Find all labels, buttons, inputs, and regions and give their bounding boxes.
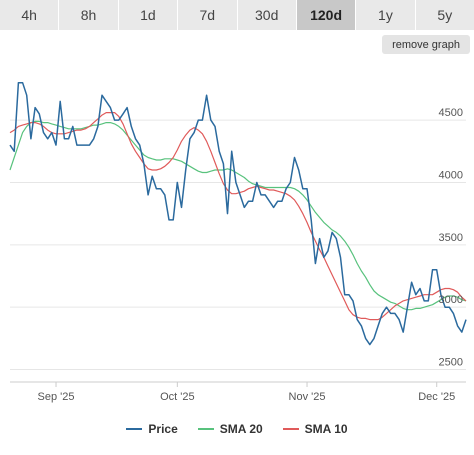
legend-item-price[interactable]: Price — [126, 422, 178, 436]
x-tick-label: Sep '25 — [38, 391, 75, 403]
chart-legend: Price SMA 20 SMA 10 — [0, 418, 474, 440]
tab-1y[interactable]: 1y — [356, 0, 416, 30]
legend-label-sma-10: SMA 10 — [304, 422, 348, 436]
tab-30d[interactable]: 30d — [237, 0, 297, 30]
series-line-price — [9, 81, 467, 346]
legend-label-sma-20: SMA 20 — [219, 422, 263, 436]
series-line-sma-10 — [9, 112, 467, 321]
legend-swatch-sma-20 — [197, 428, 214, 430]
tab-8h[interactable]: 8h — [59, 0, 119, 30]
price-chart: 2500 3000 3500 4000 4500 Sep '25 Oct '25 Nov '2… — [9, 81, 467, 403]
tab-5y[interactable]: 5y — [415, 0, 474, 30]
x-tick-label: Oct '25 — [160, 391, 195, 403]
legend-item-sma-10[interactable]: SMA 10 — [282, 422, 348, 436]
tab-120d[interactable]: 120d — [296, 0, 357, 30]
tab-1d[interactable]: 1d — [118, 0, 179, 30]
series-line-sma-20 — [9, 120, 467, 311]
y-tick-label: 3500 — [439, 232, 463, 244]
y-tick-label: 3000 — [439, 294, 463, 306]
y-tick-label: 2500 — [439, 357, 463, 369]
x-tick-label: Nov '25 — [289, 391, 326, 403]
tab-4h[interactable]: 4h — [0, 0, 60, 30]
remove-graph-button[interactable]: remove graph — [382, 35, 470, 54]
legend-swatch-sma-10 — [282, 428, 299, 430]
tab-7d[interactable]: 7d — [178, 0, 238, 30]
y-tick-label: 4000 — [439, 169, 463, 181]
y-tick-label: 4500 — [439, 107, 463, 119]
timeframe-tabs: 4h 8h 1d 7d 30d 120d 1y 5y — [0, 0, 474, 30]
x-tick-label: Dec '25 — [418, 391, 455, 403]
legend-item-sma-20[interactable]: SMA 20 — [197, 422, 263, 436]
legend-swatch-price — [126, 428, 143, 430]
legend-label-price: Price — [148, 422, 178, 436]
